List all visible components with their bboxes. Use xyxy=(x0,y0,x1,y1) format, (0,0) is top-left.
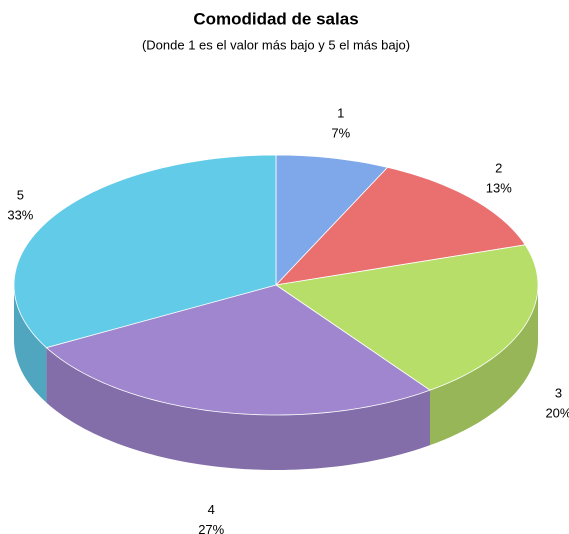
chart-subtitle: (Donde 1 es el valor más bajo y 5 el más… xyxy=(142,37,410,52)
slice-value-label: 33% xyxy=(7,207,33,222)
slice-value-label: 20% xyxy=(545,406,569,421)
slice-label: 2 xyxy=(495,161,502,176)
slice xyxy=(274,244,539,391)
slice-label: 3 xyxy=(555,386,562,401)
slice-side xyxy=(429,285,538,446)
slice-label: 1 xyxy=(337,106,344,121)
slice-value-label: 27% xyxy=(198,522,224,534)
slice xyxy=(45,284,431,416)
chart-title: Comodidad de salas xyxy=(193,9,358,28)
slice-label: 5 xyxy=(17,187,24,202)
slice xyxy=(13,154,277,349)
slice-value-label: 13% xyxy=(486,181,512,196)
slice-value-label: 7% xyxy=(331,126,350,141)
slice-side xyxy=(14,285,47,403)
slice xyxy=(274,166,526,286)
slice-side xyxy=(46,347,430,470)
slice-label: 4 xyxy=(208,502,215,517)
slice xyxy=(275,154,389,287)
